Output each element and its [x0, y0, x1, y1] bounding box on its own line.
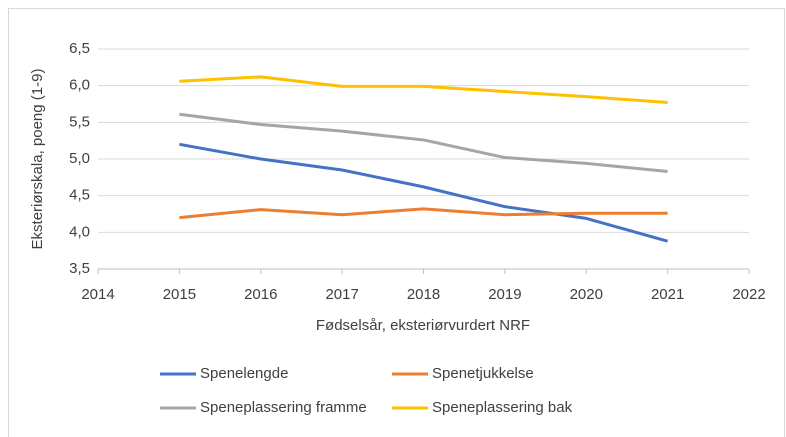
y-tick-label: 6,5	[69, 40, 90, 57]
x-axis-label: Fødselsår, eksteriørvurdert NRF	[316, 317, 530, 334]
y-tick-label: 5,5	[69, 113, 90, 130]
series-line	[179, 112, 668, 173]
y-tick-label: 5,0	[69, 150, 90, 167]
legend-label: Spenelengde	[200, 365, 288, 382]
series-line	[179, 75, 668, 105]
x-tick-label: 2018	[407, 286, 440, 303]
x-tick-label: 2019	[488, 286, 521, 303]
x-tick-label: 2020	[570, 286, 603, 303]
series-line	[179, 207, 668, 220]
y-tick-label: 4,0	[69, 223, 90, 240]
y-tick-label: 4,5	[69, 187, 90, 204]
x-tick-label: 2017	[325, 286, 358, 303]
legend-label: Speneplassering framme	[200, 399, 367, 416]
x-tick-label: 2022	[732, 286, 765, 303]
x-tick-label: 2021	[651, 286, 684, 303]
legend-label: Speneplassering bak	[432, 399, 573, 416]
chart-frame	[8, 8, 785, 437]
y-axis-label: Eksteriørskala, poeng (1-9)	[29, 69, 46, 250]
x-tick-label: 2014	[81, 286, 114, 303]
series-line	[179, 142, 669, 243]
y-tick-label: 6,0	[69, 77, 90, 94]
x-tick-label: 2016	[244, 286, 277, 303]
y-tick-label: 3,5	[69, 260, 90, 277]
x-tick-label: 2015	[163, 286, 196, 303]
legend-label: Spenetjukkelse	[432, 365, 534, 382]
